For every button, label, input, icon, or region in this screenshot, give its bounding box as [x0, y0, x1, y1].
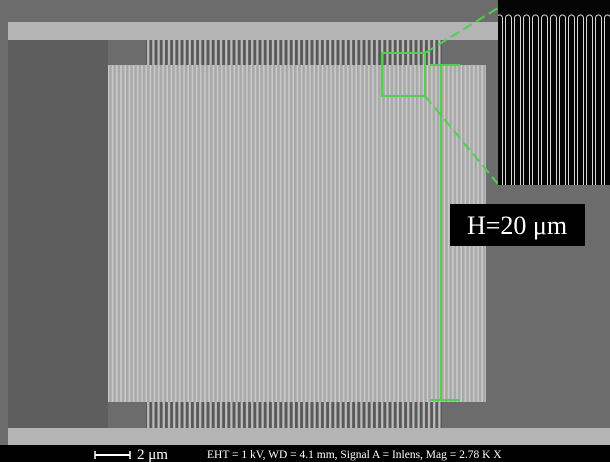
sem-image: H=20 μm 2 μm EHT = 1 kV, WD = 4.1 mm, Si… [0, 0, 610, 462]
info-text: EHT = 1 kV, WD = 4.1 mm, Signal A = Inle… [207, 449, 502, 461]
comb-array [108, 65, 486, 402]
inset-image [498, 0, 610, 185]
height-label: H=20 μm [467, 211, 567, 240]
scale-label: 2 μm [137, 447, 168, 462]
dark-region [8, 40, 108, 428]
bottom-rail [8, 428, 610, 445]
page: H=20 μm 2 μm EHT = 1 kV, WD = 4.1 mm, Si… [0, 0, 610, 462]
top-rail [8, 22, 508, 40]
bottom-fingers [146, 401, 442, 428]
